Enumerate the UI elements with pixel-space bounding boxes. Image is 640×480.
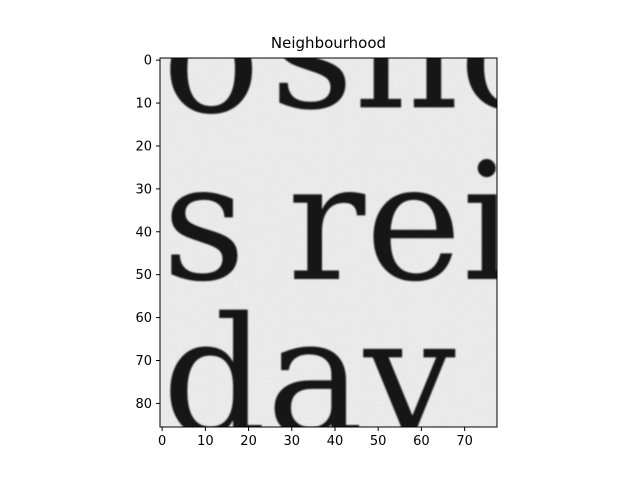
scanned-word-fragment: s [162,129,246,318]
y-tick-label: 50 [135,268,152,283]
paper-grain [160,58,497,427]
x-tick-label: 50 [370,434,387,449]
x-tick-label: 70 [456,434,473,449]
y-tick-label: 10 [135,97,152,112]
scanned-word-fragment: o [162,0,260,151]
y-tick-label: 60 [135,311,152,326]
chart-title: Neighbourhood [271,34,386,52]
x-tick-label: 40 [327,434,344,449]
scanned-word-fragment: sho [270,0,557,146]
y-tick-label: 20 [135,139,152,154]
scanned-word-fragment: rei [287,129,514,318]
x-tick-label: 10 [197,434,214,449]
y-tick-label: 30 [135,182,152,197]
scanned-word-fragment: day [162,283,456,472]
x-tick-label: 60 [413,434,430,449]
y-tick-label: 70 [135,354,152,369]
y-tick-label: 80 [135,397,152,412]
y-tick-label: 40 [135,225,152,240]
x-tick-label: 20 [240,434,257,449]
y-axis: 0 10 20 30 40 50 60 70 80 [135,54,160,412]
x-tick-label: 30 [284,434,301,449]
y-tick-label: 0 [144,54,152,69]
x-axis: 0 10 20 30 40 50 60 70 [158,427,473,449]
x-tick-label: 0 [158,434,166,449]
plot-frame [159,57,498,428]
